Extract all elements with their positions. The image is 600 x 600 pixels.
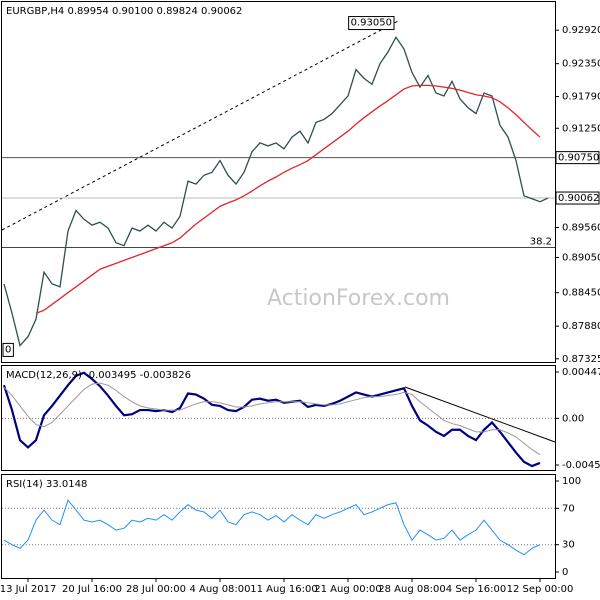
x-tick-label: 21 Aug 00:00	[314, 584, 381, 595]
y-tick-label: 0.92920	[562, 25, 600, 36]
y-tick-label: 0.89050	[562, 252, 600, 263]
series-line	[3, 499, 541, 556]
y-tick-label: 0.87880	[562, 321, 600, 332]
x-tick-label: 28 Aug 08:00	[378, 584, 445, 595]
panel-title: RSI(14) 33.0148	[6, 479, 87, 490]
level-label: 0.90062	[558, 193, 599, 204]
y-tick-label: 0.91250	[562, 123, 600, 134]
y-tick-label: 30	[562, 540, 575, 551]
y-tick-label: 0.92350	[562, 59, 600, 70]
y-tick-label: 0.91790	[562, 92, 600, 103]
x-tick-label: 13 Jul 2017	[0, 584, 56, 595]
x-tick-label: 4 Aug 08:00	[189, 584, 250, 595]
level-label: 38.2	[530, 236, 552, 247]
x-tick-label: 12 Sep 00:00	[507, 584, 574, 595]
x-tick-label: 4 Sep 16:00	[446, 584, 506, 595]
level-label-box	[555, 151, 600, 165]
x-tick-label: 11 Aug 16:00	[250, 584, 317, 595]
level-label-box	[555, 191, 600, 205]
annotation-box	[348, 16, 395, 31]
annotation: 0.93050	[351, 18, 392, 29]
y-tick-label: 0.89560	[562, 223, 600, 234]
y-tick-label: 0.00	[562, 413, 584, 424]
series-line	[2, 371, 541, 468]
y-tick-label: 100	[562, 476, 581, 487]
y-tick-label: 0.88450	[562, 288, 600, 299]
level-label: 0.90750	[558, 153, 599, 164]
panel-title: EURGBP,H4 0.89954 0.90100 0.89824 0.9006…	[6, 6, 242, 17]
x-tick-label: 20 Jul 16:00	[62, 584, 122, 595]
y-tick-label: 0	[562, 567, 568, 578]
series-line	[3, 382, 541, 456]
annotation-box	[2, 342, 14, 357]
y-tick-label: -0.004503	[562, 460, 600, 471]
macd-trend-line	[404, 386, 556, 443]
watermark: ActionForex.com	[267, 286, 450, 311]
price-panel-frame	[1, 1, 556, 363]
rsi-panel-frame	[1, 474, 556, 579]
x-tick-label: 28 Jul 00:00	[126, 584, 186, 595]
series-line	[3, 35, 549, 347]
series-line	[35, 84, 541, 314]
y-tick-label: 70	[562, 503, 575, 514]
y-tick-label: 0.004471	[562, 367, 600, 378]
panel-title: MACD(12,26,9) -0.003495 -0.003826	[6, 370, 191, 381]
annotation: 0	[5, 344, 11, 355]
y-tick-label: 0.87325	[562, 354, 600, 365]
